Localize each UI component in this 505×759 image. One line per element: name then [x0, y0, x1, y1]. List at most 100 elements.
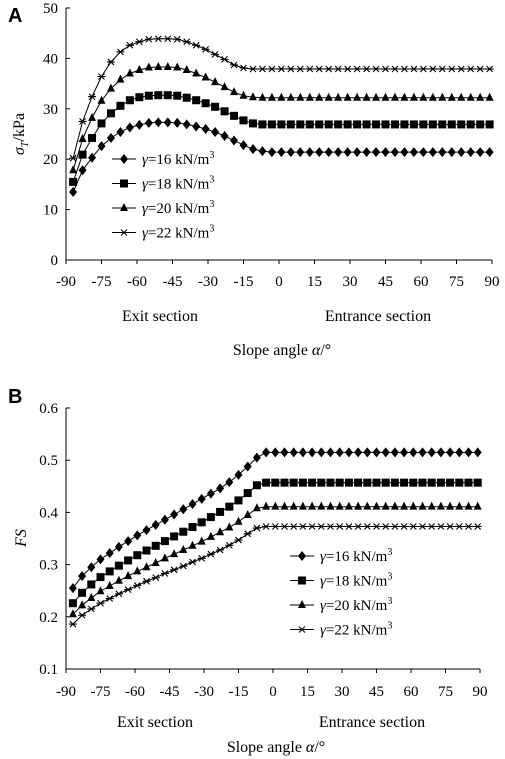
- legend-label: γ=18 kN/m3: [320, 572, 392, 590]
- data-point: [271, 447, 280, 458]
- data-point: [409, 92, 418, 101]
- data-point: [78, 150, 87, 159]
- data-point: [97, 119, 106, 128]
- data-point: [427, 523, 436, 530]
- data-point: [485, 147, 494, 158]
- x-tick-label: 75: [438, 684, 453, 700]
- data-point: [298, 501, 307, 510]
- data-point: [280, 478, 289, 487]
- data-point: [362, 65, 371, 73]
- data-point: [363, 447, 372, 458]
- data-point: [390, 447, 399, 458]
- legend-label: γ=22 kN/m3: [320, 621, 392, 639]
- legend-item: γ=16 kN/m3: [112, 150, 214, 168]
- data-point: [243, 461, 252, 472]
- data-point: [362, 92, 371, 101]
- data-point: [326, 501, 335, 510]
- data-point: [286, 65, 295, 73]
- data-point: [87, 605, 96, 613]
- data-point: [317, 501, 326, 510]
- legend-symbol: γ: [320, 549, 327, 565]
- data-point: [151, 574, 160, 582]
- data-point: [248, 144, 257, 155]
- legend-symbol: γ: [320, 598, 327, 614]
- data-point: [160, 514, 169, 525]
- data-point: [116, 126, 125, 137]
- x-tick-label: 90: [485, 274, 500, 290]
- data-point: [353, 147, 362, 158]
- data-point: [344, 447, 353, 458]
- series-4: [68, 523, 482, 628]
- data-point: [106, 58, 115, 66]
- data-point: [96, 554, 105, 565]
- data-point: [476, 65, 485, 73]
- data-point: [239, 64, 248, 72]
- panel-a-y-label-sub: T: [20, 140, 31, 147]
- data-point: [344, 523, 353, 530]
- data-point: [252, 481, 261, 490]
- data-point: [381, 478, 390, 487]
- legend-sup: 3: [387, 596, 392, 607]
- data-point: [97, 73, 106, 80]
- data-point: [296, 147, 305, 158]
- data-point: [78, 134, 87, 143]
- data-point: [216, 483, 225, 494]
- data-point: [308, 447, 317, 458]
- data-point: [114, 575, 123, 584]
- data-point: [125, 41, 134, 49]
- data-point: [372, 65, 381, 73]
- legend-sup: 3: [209, 224, 214, 235]
- data-point: [335, 447, 344, 458]
- data-point: [436, 447, 445, 458]
- data-point: [308, 478, 317, 487]
- data-point: [144, 117, 153, 128]
- x-tick-label: 0: [269, 684, 277, 700]
- legend-label: γ=16 kN/m3: [142, 150, 214, 168]
- data-point: [409, 120, 418, 129]
- data-point: [114, 590, 123, 598]
- data-point: [305, 120, 314, 129]
- data-point: [381, 523, 390, 530]
- panel-b-y-ticks: 0.1 0.2 0.3 0.4 0.5 0.6: [39, 401, 70, 678]
- data-point: [182, 64, 191, 73]
- data-point: [296, 92, 305, 101]
- data-point: [363, 501, 372, 510]
- data-point: [372, 447, 381, 458]
- data-point: [466, 65, 475, 73]
- data-point: [343, 120, 352, 129]
- data-point: [88, 112, 97, 121]
- data-point: [381, 147, 390, 158]
- x-tick-label: 60: [414, 274, 429, 290]
- data-point: [447, 92, 456, 101]
- data-point: [211, 102, 220, 111]
- panel-a-x-label-unit: /°: [320, 342, 331, 359]
- data-point: [206, 531, 215, 540]
- data-point: [68, 583, 77, 594]
- data-point: [305, 147, 314, 158]
- data-point: [289, 523, 298, 530]
- data-point: [197, 554, 206, 562]
- data-point: [400, 92, 409, 101]
- legend-item: γ=18 kN/m3: [290, 572, 392, 590]
- data-point: [68, 609, 77, 618]
- data-point: [262, 478, 271, 487]
- data-point: [372, 478, 381, 487]
- data-point: [106, 83, 115, 92]
- y-tick-label: 0.3: [39, 558, 58, 574]
- x-tick-label: 45: [378, 274, 393, 290]
- data-point: [192, 41, 201, 49]
- panel-a-exit-section-label: Exit section: [122, 308, 198, 325]
- data-point: [252, 524, 261, 532]
- data-point: [197, 536, 206, 545]
- data-point: [485, 120, 494, 129]
- data-point: [124, 586, 133, 594]
- data-point: [211, 77, 220, 86]
- legend-item: γ=22 kN/m3: [112, 224, 214, 242]
- data-point: [326, 447, 335, 458]
- data-point: [354, 478, 363, 487]
- data-point: [464, 523, 473, 530]
- data-point: [409, 65, 418, 73]
- data-point: [154, 35, 163, 43]
- data-point: [409, 447, 418, 458]
